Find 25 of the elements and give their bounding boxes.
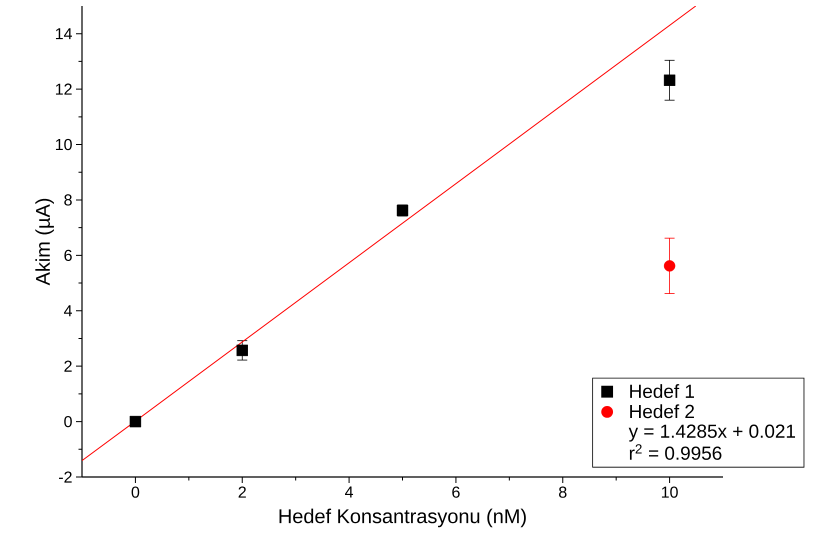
point [664,74,676,86]
y-tick-label: 6 [64,250,72,261]
point [130,416,142,428]
x-tick-label: 8 [559,486,566,498]
y-tick-label: -2 [59,471,72,483]
y-tick-label: 0 [64,416,72,428]
x-tick-label: 2 [238,486,246,498]
x-tick-label: 0 [132,486,140,498]
annotation: r$^{2}$ = 0.9956 [630,444,722,460]
y-tick-label: 2 [64,360,72,372]
y-tick-label: 10 [56,138,72,150]
y-tick-label: 12 [56,84,72,95]
x-tick-label: 10 [662,486,678,498]
x-tick-label: 4 [345,486,354,498]
point [664,260,676,272]
point [236,344,248,356]
x-axis-title: Hedef Konsantrasyonu (nM) [280,508,526,528]
y-tick-label: 8 [64,194,72,206]
x-tick-label: 6 [452,486,460,498]
y-tick-label: 14 [56,28,72,40]
y-tick-label: 4 [64,305,72,316]
annotation: y = 1.4285x + 0.021 [628,424,796,442]
legend-label: Hedef 2 [630,404,694,418]
y-axis-title: Akim (µA) [35,198,54,286]
legend-label: Hedef 1 [630,384,694,398]
